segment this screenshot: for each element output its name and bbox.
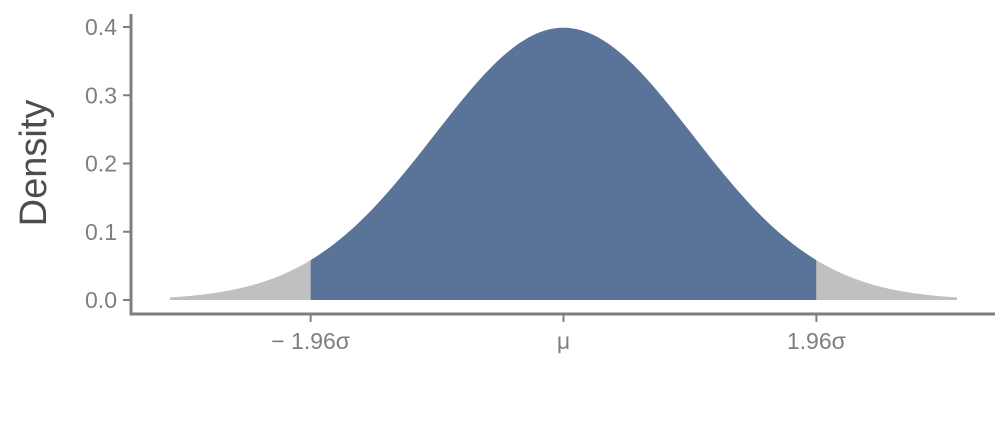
left-tail-area — [170, 260, 311, 300]
density-areas — [170, 27, 957, 300]
y-tick-label: 0.2 — [85, 151, 117, 177]
y-tick-label: 0.3 — [85, 82, 117, 108]
y-tick-label: 0.4 — [85, 14, 117, 40]
y-axis-title: Density — [13, 100, 55, 227]
x-tick-label: − 1.96σ — [271, 328, 350, 354]
right-tail-area — [816, 260, 957, 300]
x-tick-label: μ — [557, 328, 570, 354]
y-tick-label: 0.0 — [85, 287, 117, 313]
x-tick-label: 1.96σ — [787, 328, 846, 354]
axes — [123, 14, 995, 322]
tick-labels: 0.0 0.1 0.2 0.3 0.4 − 1.96σ μ 1.96σ — [85, 14, 846, 354]
central-95-area — [310, 27, 817, 300]
y-tick-label: 0.1 — [85, 219, 117, 245]
